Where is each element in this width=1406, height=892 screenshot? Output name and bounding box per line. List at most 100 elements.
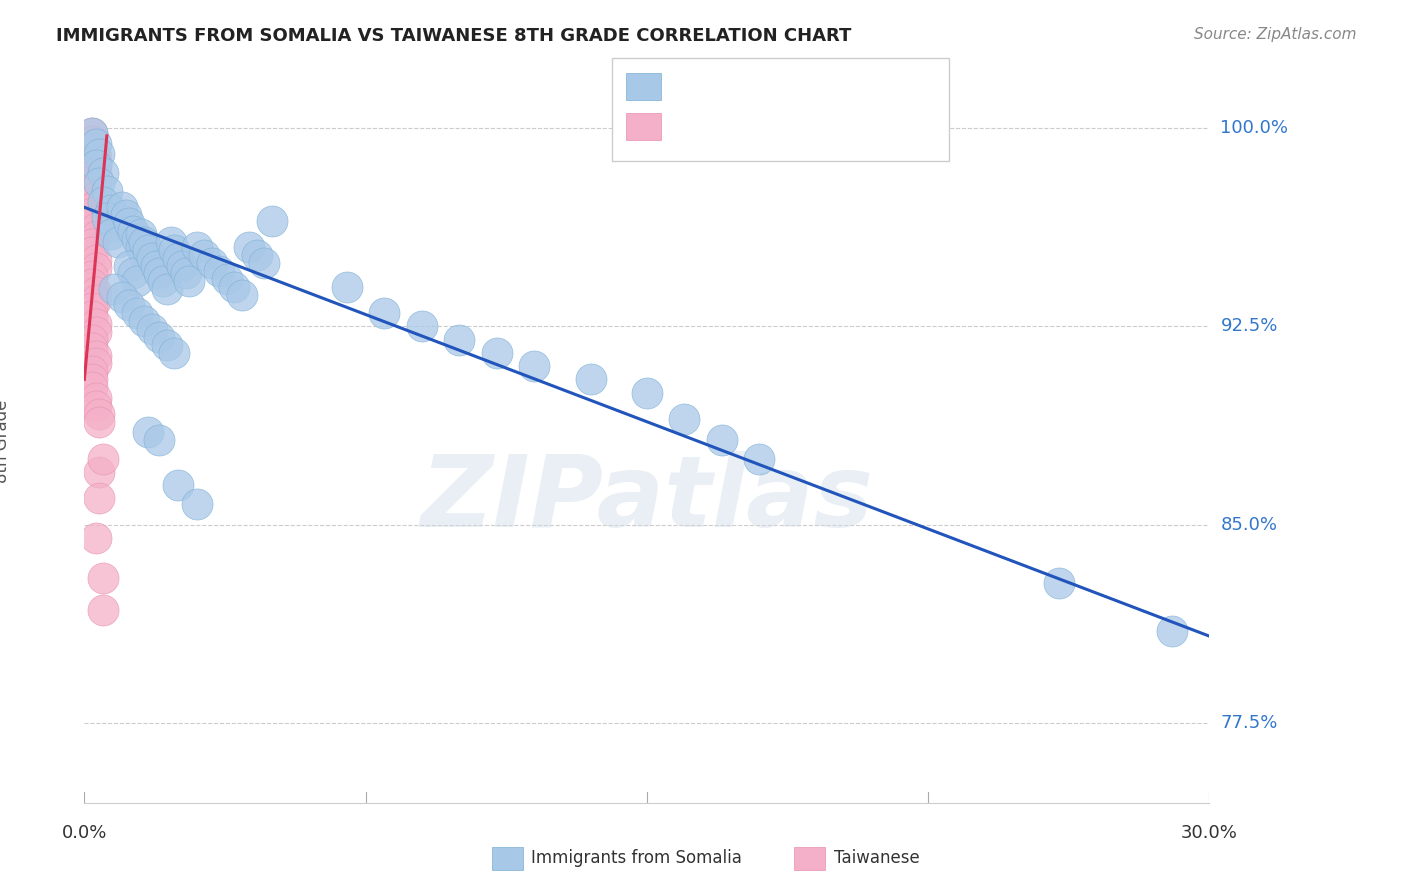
Text: 85.0%: 85.0% <box>1220 516 1278 534</box>
Point <box>167 251 190 265</box>
Point <box>80 126 103 140</box>
Point <box>84 166 107 180</box>
Point <box>122 224 145 238</box>
Point <box>246 248 269 262</box>
Point <box>89 147 111 161</box>
Point <box>89 465 111 479</box>
Point <box>125 232 148 246</box>
Point <box>118 298 141 312</box>
Point <box>80 205 103 219</box>
Point <box>141 251 163 265</box>
Point <box>336 279 359 293</box>
Text: Taiwanese: Taiwanese <box>834 849 920 867</box>
Point <box>80 372 103 386</box>
Point <box>84 150 107 164</box>
Point <box>96 211 118 225</box>
Text: ZIPatlas: ZIPatlas <box>420 450 873 548</box>
Point <box>80 380 103 394</box>
Point <box>114 208 136 222</box>
Point <box>91 194 114 209</box>
Point <box>84 293 107 307</box>
Point <box>80 213 103 227</box>
Point <box>84 391 107 405</box>
Text: 74: 74 <box>837 78 862 95</box>
Point <box>1160 624 1182 638</box>
Point <box>84 399 107 413</box>
Point <box>710 434 733 448</box>
Point <box>134 235 156 249</box>
Text: N =: N = <box>801 118 841 136</box>
Point <box>89 407 111 421</box>
Text: IMMIGRANTS FROM SOMALIA VS TAIWANESE 8TH GRADE CORRELATION CHART: IMMIGRANTS FROM SOMALIA VS TAIWANESE 8TH… <box>56 27 852 45</box>
Point <box>231 287 253 301</box>
Point <box>136 243 159 257</box>
Point <box>122 267 145 281</box>
Point <box>89 415 111 429</box>
Point <box>80 245 103 260</box>
Point <box>201 256 224 270</box>
Point <box>238 240 260 254</box>
Text: Source: ZipAtlas.com: Source: ZipAtlas.com <box>1194 27 1357 42</box>
Point <box>673 412 696 426</box>
Point <box>80 174 103 188</box>
Point <box>80 364 103 378</box>
Point <box>89 177 111 191</box>
Point <box>129 227 152 241</box>
Point <box>118 259 141 273</box>
Point <box>80 237 103 252</box>
Point <box>148 434 170 448</box>
Point <box>253 256 276 270</box>
Point <box>84 221 107 235</box>
Point <box>170 259 193 273</box>
Point <box>579 372 602 386</box>
Point <box>523 359 546 373</box>
Point <box>748 451 770 466</box>
Point <box>80 269 103 284</box>
Point <box>136 425 159 440</box>
Text: 43: 43 <box>837 118 862 136</box>
Point <box>80 341 103 355</box>
Text: 30.0%: 30.0% <box>1181 824 1237 842</box>
Point <box>485 346 508 360</box>
Text: Immigrants from Somalia: Immigrants from Somalia <box>531 849 742 867</box>
Point <box>167 478 190 492</box>
Point <box>125 306 148 320</box>
Point <box>100 227 122 241</box>
Point <box>80 309 103 323</box>
Point <box>156 282 179 296</box>
Point <box>84 325 107 339</box>
Point <box>208 264 231 278</box>
Point <box>84 197 107 211</box>
Point <box>91 602 114 616</box>
Point <box>179 274 201 288</box>
Point <box>152 274 174 288</box>
Point <box>84 158 107 172</box>
Point <box>84 158 107 172</box>
Point <box>260 213 283 227</box>
Point <box>84 253 107 268</box>
Point <box>80 182 103 196</box>
Point <box>411 319 433 334</box>
Point <box>84 317 107 331</box>
Point <box>96 185 118 199</box>
Point <box>91 166 114 180</box>
Point <box>215 272 238 286</box>
Point <box>80 333 103 347</box>
Point <box>84 136 107 151</box>
Point <box>373 306 395 320</box>
Point <box>103 282 125 296</box>
Point <box>129 240 152 254</box>
Point <box>163 243 186 257</box>
Point <box>134 248 156 262</box>
Point <box>186 240 208 254</box>
Point <box>636 385 658 400</box>
Point <box>156 338 179 352</box>
Point <box>125 274 148 288</box>
Point <box>134 314 156 328</box>
Point <box>1047 576 1070 591</box>
Point <box>141 322 163 336</box>
Text: 92.5%: 92.5% <box>1220 318 1278 335</box>
Text: 0.0%: 0.0% <box>62 824 107 842</box>
Point <box>186 497 208 511</box>
Point <box>103 219 125 233</box>
